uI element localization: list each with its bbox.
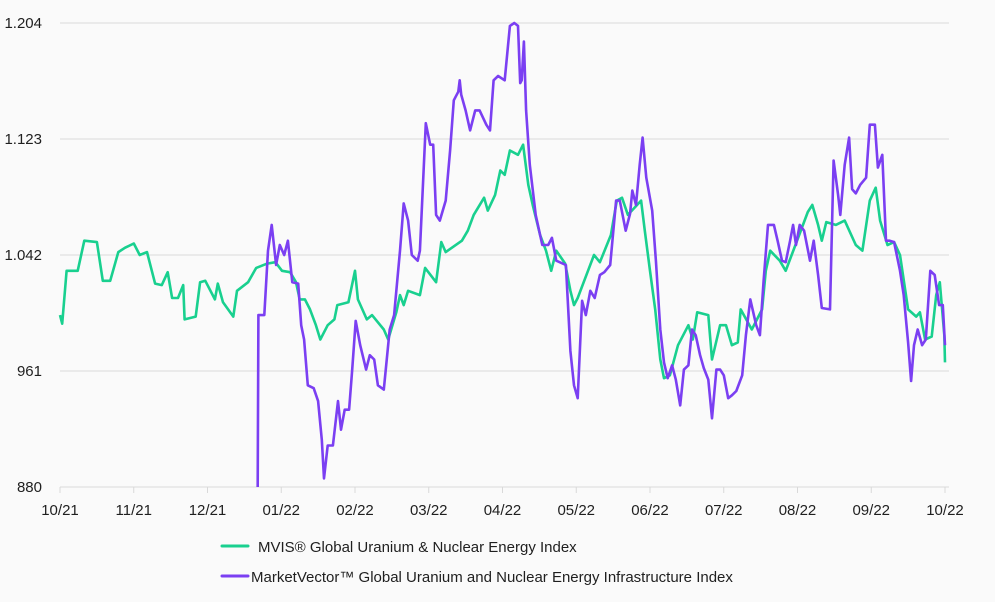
- x-tick-label: 10/22: [926, 502, 964, 519]
- x-tick-label: 08/22: [779, 502, 817, 519]
- x-tick-label: 07/22: [705, 502, 743, 519]
- x-tick-label: 09/22: [852, 502, 890, 519]
- x-tick-label: 04/22: [484, 502, 522, 519]
- series-lines: [58, 21, 947, 488]
- x-tick-label: 05/22: [557, 502, 595, 519]
- x-tick-label: 06/22: [631, 502, 669, 519]
- x-tick-label: 10/21: [41, 502, 79, 519]
- series-line-1: [256, 21, 947, 488]
- x-tick-label: 03/22: [410, 502, 448, 519]
- x-tick-label: 01/22: [262, 502, 300, 519]
- legend-label-marketvector: MarketVector™ Global Uranium and Nuclear…: [251, 569, 733, 586]
- y-tick-label: 1.042: [4, 247, 42, 264]
- x-axis: 10/21 11/21 12/21 01/22 02/22 03/22 04/22 05/22…: [41, 486, 964, 519]
- y-axis-ticks: 880 961 1.042 1.123 1.204: [4, 15, 42, 496]
- x-tick-label: 11/21: [116, 502, 152, 519]
- legend: MVIS® Global Uranium & Nuclear Energy In…: [220, 539, 733, 586]
- y-tick-label: 880: [17, 479, 42, 496]
- series-line-0: [58, 143, 947, 380]
- legend-label-mvis: MVIS® Global Uranium & Nuclear Energy In…: [258, 539, 577, 556]
- y-tick-label: 1.204: [4, 15, 42, 32]
- x-tick-label: 12/21: [189, 502, 227, 519]
- x-tick-label: 02/22: [336, 502, 374, 519]
- gridlines: [60, 22, 949, 372]
- y-tick-label: 1.123: [4, 131, 42, 148]
- y-tick-label: 961: [17, 363, 42, 380]
